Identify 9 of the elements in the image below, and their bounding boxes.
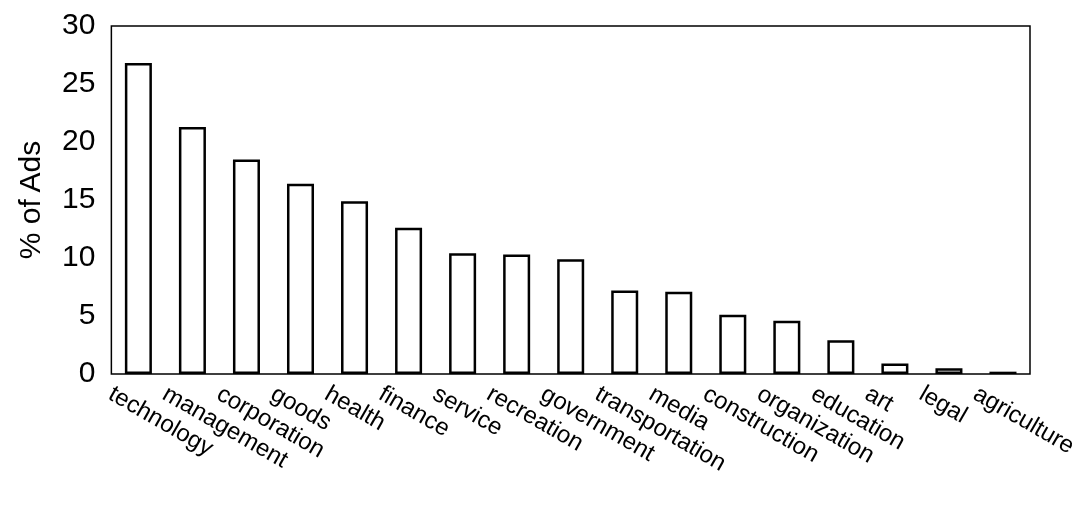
y-tick-label: 5 [78,297,96,331]
y-tick-label: 10 [61,239,96,273]
y-tick-label: 30 [61,7,96,41]
y-tick-label: 20 [61,123,96,157]
y-tick-label: 25 [61,65,96,99]
y-axis-title: % of Ads [13,140,47,260]
x-tick-label: legal [915,379,973,428]
y-tick-label: 15 [61,181,96,215]
y-tick-label: 0 [78,355,96,389]
